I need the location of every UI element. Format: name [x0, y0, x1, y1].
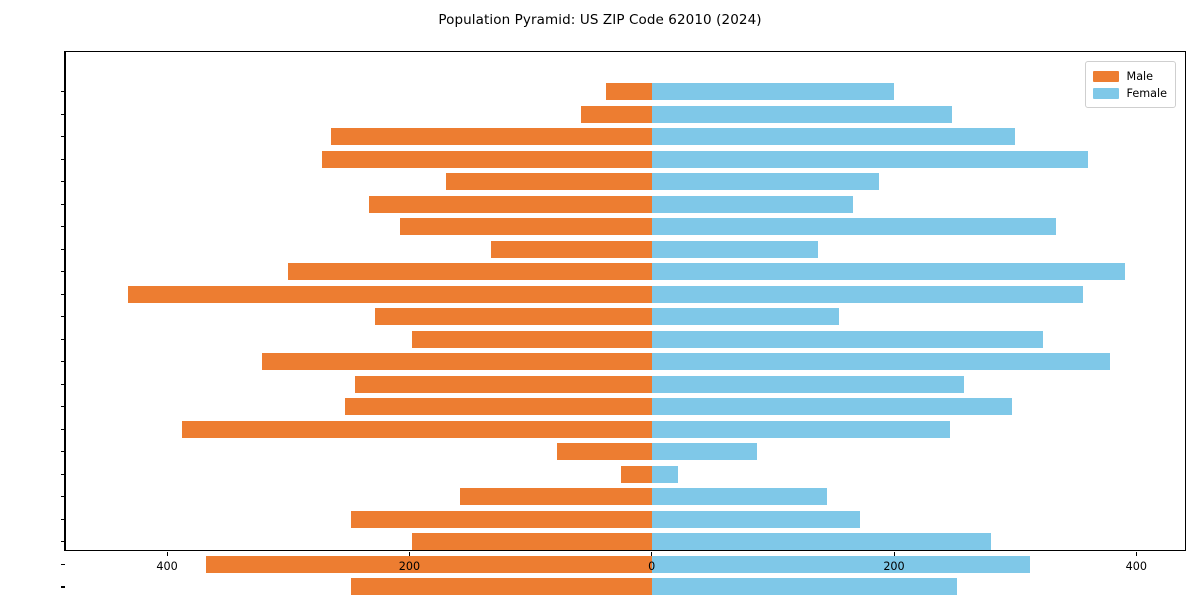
bar-male-67-69 — [445, 173, 652, 191]
bar-female-18-19 — [651, 488, 828, 506]
y-tick — [61, 383, 65, 385]
bar-male-70-74 — [322, 150, 652, 168]
bar-female-22-24 — [651, 420, 950, 438]
bar-female-80-84 — [651, 105, 953, 123]
bar-female-45-49 — [651, 308, 840, 326]
y-tick — [61, 158, 65, 160]
bar-female-10-14 — [651, 533, 991, 551]
bar-male-62-64 — [399, 218, 652, 236]
zero-axis-line — [65, 52, 67, 550]
y-tick — [61, 361, 65, 363]
x-axis-tick-label: 200 — [398, 560, 421, 573]
bar-female-55-59 — [651, 263, 1126, 281]
legend-label: Male — [1126, 69, 1154, 83]
bar-female-20 — [651, 465, 679, 483]
y-tick — [61, 586, 65, 588]
y-tick — [61, 293, 65, 295]
bar-male-15-17 — [351, 510, 652, 528]
bar-female-67-69 — [651, 173, 880, 191]
y-tick — [61, 226, 65, 228]
y-tick — [61, 473, 65, 475]
bar-male-22-24 — [181, 420, 652, 438]
bar-female-62-64 — [651, 218, 1057, 236]
y-tick — [61, 496, 65, 498]
bar-male-10-14 — [411, 533, 652, 551]
legend-label: Female — [1126, 86, 1167, 100]
bar-male-75-79 — [330, 128, 652, 146]
bar-male-45-49 — [375, 308, 652, 326]
chart-title: Population Pyramid: US ZIP Code 62010 (2… — [438, 12, 762, 28]
bar-male-40-44 — [411, 330, 652, 348]
bar-male-80-84 — [581, 105, 652, 123]
bar-male-50-54 — [128, 285, 652, 303]
y-tick — [61, 271, 65, 273]
bar-female-40-44 — [651, 330, 1043, 348]
bar-female-35-39 — [651, 353, 1110, 371]
x-tick — [166, 552, 168, 556]
bar-female-75-79 — [651, 128, 1016, 146]
bar-female-30-34 — [651, 375, 965, 393]
legend: Male Female — [1084, 61, 1176, 108]
x-axis-tick-label: 400 — [156, 560, 178, 573]
y-tick — [61, 316, 65, 318]
y-tick — [61, 451, 65, 453]
bar-male-65-66 — [369, 195, 652, 213]
x-tick — [1135, 552, 1137, 556]
x-tick — [408, 552, 410, 556]
bar-female-85- — [651, 83, 894, 100]
bar-female-25-29 — [651, 398, 1012, 416]
bar-female-under-5 — [651, 578, 957, 596]
y-tick — [61, 203, 65, 205]
y-tick — [61, 338, 65, 340]
bar-male-under-5 — [351, 578, 652, 596]
y-tick — [61, 113, 65, 115]
y-tick — [61, 518, 65, 520]
y-tick — [61, 541, 65, 543]
x-axis-tick-label: 400 — [1125, 560, 1147, 573]
legend-item-female[interactable]: Female — [1092, 85, 1167, 101]
bar-female-70-74 — [651, 150, 1088, 168]
y-tick — [61, 136, 65, 138]
y-tick — [61, 248, 65, 250]
y-tick — [61, 406, 65, 408]
y-tick — [61, 428, 65, 430]
legend-swatch-male — [1092, 70, 1119, 82]
bar-female-50-54 — [651, 285, 1083, 303]
y-tick — [61, 91, 65, 93]
bar-male-21 — [557, 443, 652, 461]
bar-male-60-61 — [490, 240, 652, 258]
legend-swatch-female — [1092, 87, 1119, 99]
bar-male-35-39 — [261, 353, 652, 371]
x-tick — [893, 552, 895, 556]
bar-male-20 — [621, 465, 652, 483]
bar-male-30-34 — [354, 375, 652, 393]
plot-area: 85+80-8475-7970-7467-6965-6662-6460-6155… — [61, 51, 1186, 596]
legend-item-male[interactable]: Male — [1092, 68, 1167, 84]
bar-female-5-9 — [651, 555, 1030, 573]
x-tick — [651, 552, 653, 556]
bar-female-60-61 — [651, 240, 818, 258]
bar-male-5-9 — [205, 555, 652, 573]
y-tick — [61, 181, 65, 183]
bar-male-85- — [605, 83, 652, 100]
bar-female-15-17 — [651, 510, 861, 528]
bar-male-18-19 — [460, 488, 652, 506]
x-axis-tick-label: 0 — [648, 560, 656, 573]
bar-male-55-59 — [288, 263, 652, 281]
bar-male-25-29 — [345, 398, 652, 416]
bar-female-21 — [651, 443, 758, 461]
y-tick — [61, 563, 65, 565]
x-axis-tick-label: 200 — [883, 560, 905, 573]
bar-female-65-66 — [651, 195, 853, 213]
